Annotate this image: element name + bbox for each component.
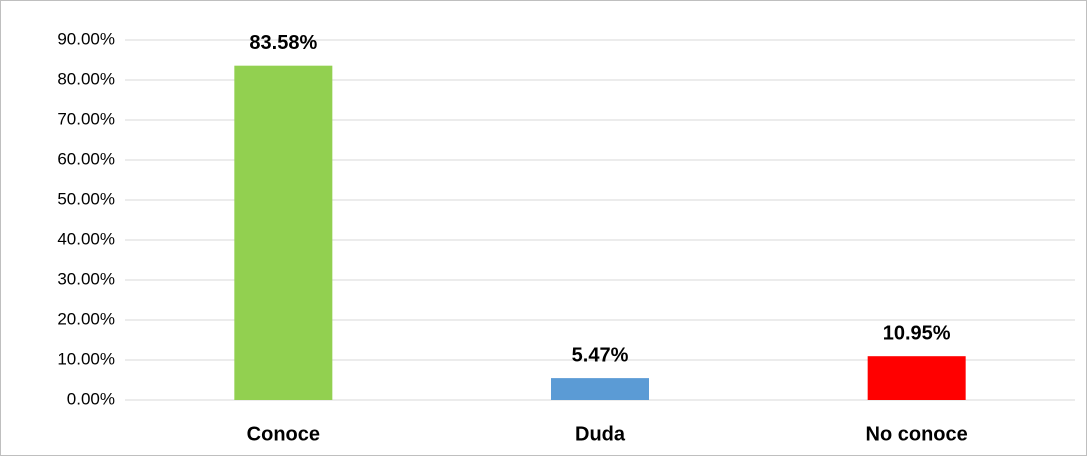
y-tick-label: 20.00% <box>57 309 115 328</box>
y-tick-label: 70.00% <box>57 109 115 128</box>
y-tick-label: 60.00% <box>57 149 115 168</box>
y-tick-label: 90.00% <box>57 29 115 48</box>
bar <box>234 65 333 401</box>
y-tick-label: 40.00% <box>57 229 115 248</box>
y-tick-label: 80.00% <box>57 69 115 88</box>
y-tick-label: 10.00% <box>57 349 115 368</box>
value-label: 5.47% <box>572 344 629 366</box>
y-tick-label: 0.00% <box>67 389 115 408</box>
bar <box>867 356 966 400</box>
value-label: 10.95% <box>883 322 951 344</box>
value-label: 83.58% <box>249 32 317 54</box>
x-tick-label: No conoce <box>866 423 968 445</box>
bar <box>551 378 649 400</box>
x-tick-label: Conoce <box>247 423 320 445</box>
y-tick-label: 50.00% <box>57 189 115 208</box>
y-tick-label: 30.00% <box>57 269 115 288</box>
x-tick-label: Duda <box>575 423 626 445</box>
